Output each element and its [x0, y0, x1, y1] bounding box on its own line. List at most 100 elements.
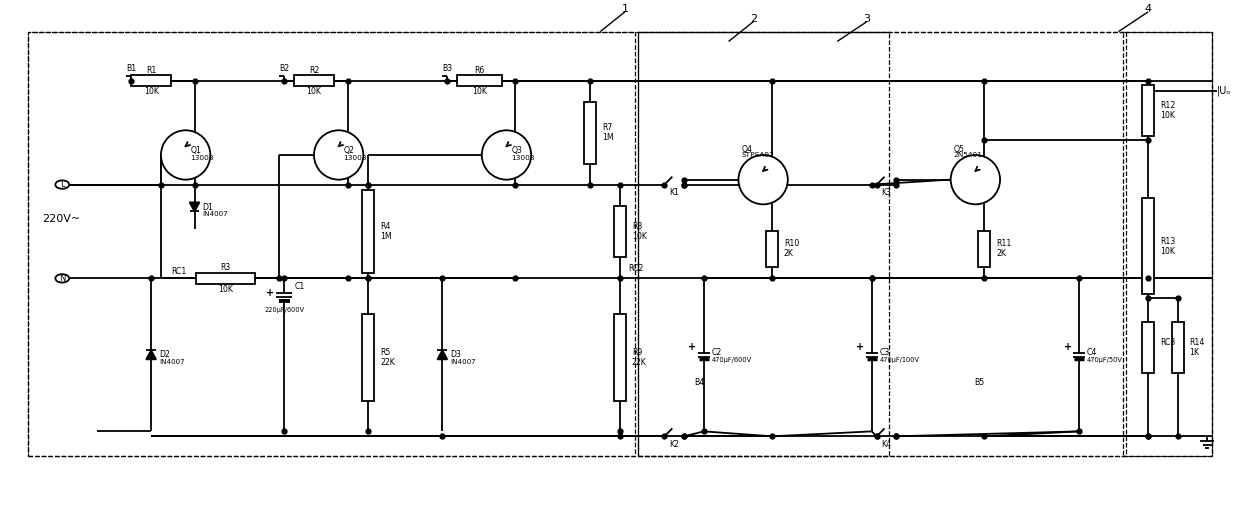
Text: Q1: Q1 — [191, 145, 202, 154]
Text: K2: K2 — [670, 440, 680, 449]
Text: R2: R2 — [309, 65, 319, 75]
Text: B5: B5 — [975, 378, 985, 386]
Text: 470μF/100V: 470μF/100V — [879, 357, 920, 363]
Circle shape — [161, 130, 211, 179]
Polygon shape — [146, 350, 156, 359]
Text: D3: D3 — [450, 350, 461, 359]
Bar — [978, 231, 991, 267]
Text: 10K: 10K — [218, 285, 233, 294]
Text: 22K: 22K — [632, 358, 646, 367]
Circle shape — [739, 155, 787, 204]
Text: R4: R4 — [381, 222, 391, 231]
Text: B4: B4 — [694, 378, 704, 386]
Text: 1: 1 — [621, 4, 629, 14]
Bar — [1142, 322, 1154, 373]
Text: Q2: Q2 — [343, 145, 355, 154]
Text: C2: C2 — [712, 348, 722, 357]
Text: N: N — [60, 274, 66, 283]
Text: 10K: 10K — [144, 87, 159, 96]
Bar — [1123, 31, 1213, 456]
Text: B2: B2 — [279, 64, 289, 73]
Bar — [584, 101, 596, 164]
Text: R1: R1 — [146, 65, 156, 75]
Text: 13003: 13003 — [191, 155, 215, 161]
Text: 10K: 10K — [632, 232, 647, 241]
Text: +: + — [267, 288, 274, 298]
Text: 220V~: 220V~ — [42, 214, 81, 224]
Text: 4: 4 — [1145, 4, 1152, 14]
Text: R8: R8 — [632, 222, 642, 231]
Text: R10: R10 — [784, 240, 799, 248]
Text: STPSA92: STPSA92 — [742, 152, 774, 158]
Text: 220μF/600V: 220μF/600V — [264, 307, 305, 313]
Bar — [1172, 322, 1184, 373]
Text: 470μF/600V: 470μF/600V — [712, 357, 751, 363]
Text: RC3: RC3 — [1159, 338, 1176, 347]
Text: B3: B3 — [443, 64, 453, 73]
Text: 10K: 10K — [306, 87, 321, 96]
Text: RC1: RC1 — [171, 267, 186, 276]
Text: L: L — [60, 180, 64, 189]
Circle shape — [314, 130, 363, 179]
Text: 1M: 1M — [381, 232, 392, 241]
Text: IN4007: IN4007 — [202, 211, 228, 217]
Bar — [614, 206, 626, 257]
Text: 2N5401: 2N5401 — [954, 152, 982, 158]
Text: 3: 3 — [863, 14, 870, 24]
Text: C3: C3 — [879, 348, 890, 357]
Text: C1: C1 — [294, 282, 305, 291]
Text: 2K: 2K — [996, 249, 1006, 258]
Bar — [766, 231, 777, 267]
Text: 2: 2 — [750, 14, 756, 24]
Text: R5: R5 — [381, 348, 391, 357]
Text: R11: R11 — [996, 240, 1012, 248]
Bar — [614, 314, 626, 401]
Bar — [1142, 85, 1154, 136]
Bar — [131, 75, 171, 86]
Text: |Uₒ: |Uₒ — [1218, 86, 1231, 96]
Text: 10K: 10K — [1159, 111, 1174, 120]
Text: K3: K3 — [882, 188, 892, 197]
Text: K1: K1 — [670, 188, 680, 197]
Text: R14: R14 — [1189, 338, 1205, 347]
Text: +: + — [688, 342, 697, 351]
Text: 2K: 2K — [784, 249, 794, 258]
Text: D2: D2 — [159, 350, 170, 359]
Text: R9: R9 — [632, 348, 642, 357]
Text: 13003: 13003 — [511, 155, 534, 161]
Bar — [27, 31, 635, 456]
Bar — [458, 75, 501, 86]
Text: R7: R7 — [603, 123, 613, 132]
Polygon shape — [438, 350, 448, 359]
Text: 13003: 13003 — [343, 155, 367, 161]
Text: Q4: Q4 — [742, 144, 753, 154]
Bar — [196, 273, 254, 284]
Text: RC2: RC2 — [627, 264, 644, 273]
Text: D1: D1 — [202, 203, 213, 212]
Circle shape — [482, 130, 531, 179]
Text: 10K: 10K — [472, 87, 487, 96]
Text: C4: C4 — [1087, 348, 1097, 357]
Bar — [362, 314, 374, 401]
Text: Q5: Q5 — [954, 144, 965, 154]
Text: R3: R3 — [219, 263, 231, 272]
Bar — [294, 75, 334, 86]
Text: 22K: 22K — [381, 358, 394, 367]
Text: R13: R13 — [1159, 237, 1176, 246]
Bar — [27, 31, 1213, 456]
Text: 470μF/50V: 470μF/50V — [1087, 357, 1122, 363]
Text: 1M: 1M — [603, 133, 614, 142]
Text: R6: R6 — [474, 65, 485, 75]
Text: +: + — [1064, 342, 1071, 351]
Text: Q3: Q3 — [511, 145, 522, 154]
Circle shape — [951, 155, 1001, 204]
Bar — [637, 31, 889, 456]
Text: IN4007: IN4007 — [159, 359, 185, 365]
Text: R12: R12 — [1159, 101, 1176, 110]
Bar — [362, 189, 374, 274]
Text: 10K: 10K — [1159, 247, 1174, 256]
Bar — [637, 31, 1126, 456]
Bar — [1142, 198, 1154, 294]
Text: B1: B1 — [126, 64, 136, 73]
Text: K4: K4 — [882, 440, 892, 449]
